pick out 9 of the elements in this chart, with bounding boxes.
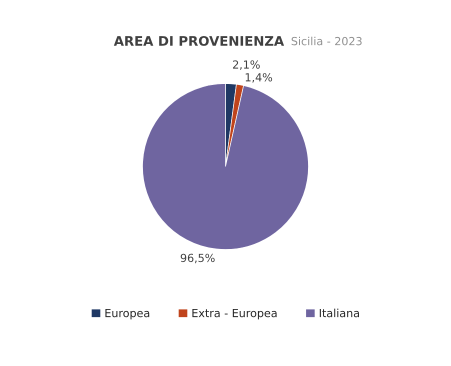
data-label: 96,5% (180, 254, 215, 264)
legend-label: Italiana (320, 308, 359, 318)
data-label: 1,4% (246, 73, 272, 83)
legend-label: Europea (105, 308, 150, 320)
chart-title: AREA DI PROVENIENZA (114, 36, 284, 46)
data-label: 2,1% (232, 60, 260, 70)
chart-subtitle: Sicilia - 2023 (292, 36, 362, 46)
legend-label: Extra - Europea (192, 308, 277, 320)
pie-slice (142, 83, 309, 250)
